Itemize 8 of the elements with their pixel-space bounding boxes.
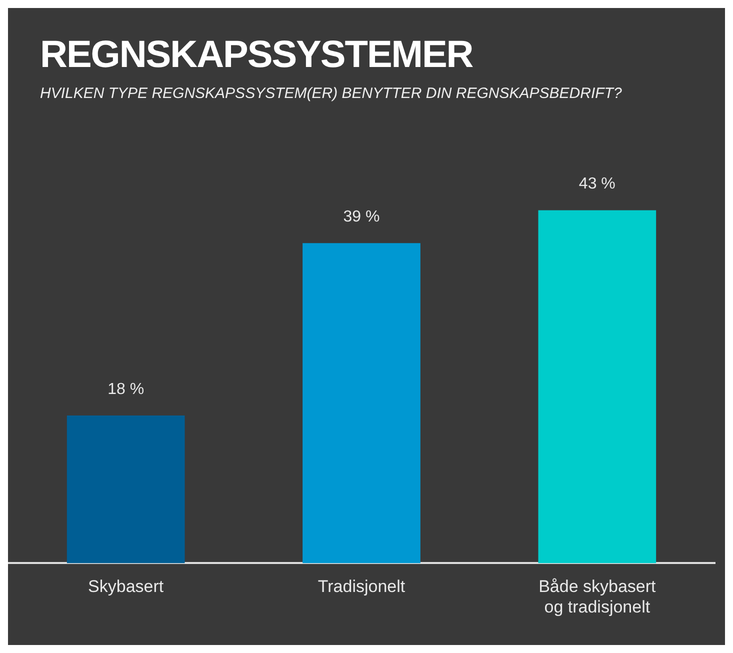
x-tick-label: Både skybasert og tradisjonelt <box>538 577 656 616</box>
data-label: 39 % <box>343 208 380 226</box>
data-label: 43 % <box>578 176 616 193</box>
data-label: 18 % <box>108 380 144 398</box>
chart-title: REGNSKAPSSYSTEMER <box>39 33 474 77</box>
x-tick-label: Tradisjonelt <box>318 577 406 596</box>
x-tick-label: Skybasert <box>88 577 164 596</box>
chart-subtitle: HVILKEN TYPE REGNSKAPSSYSTEM(ER) BENYTTER DIN REGNSKAPSBEDRIFT? <box>39 84 623 102</box>
